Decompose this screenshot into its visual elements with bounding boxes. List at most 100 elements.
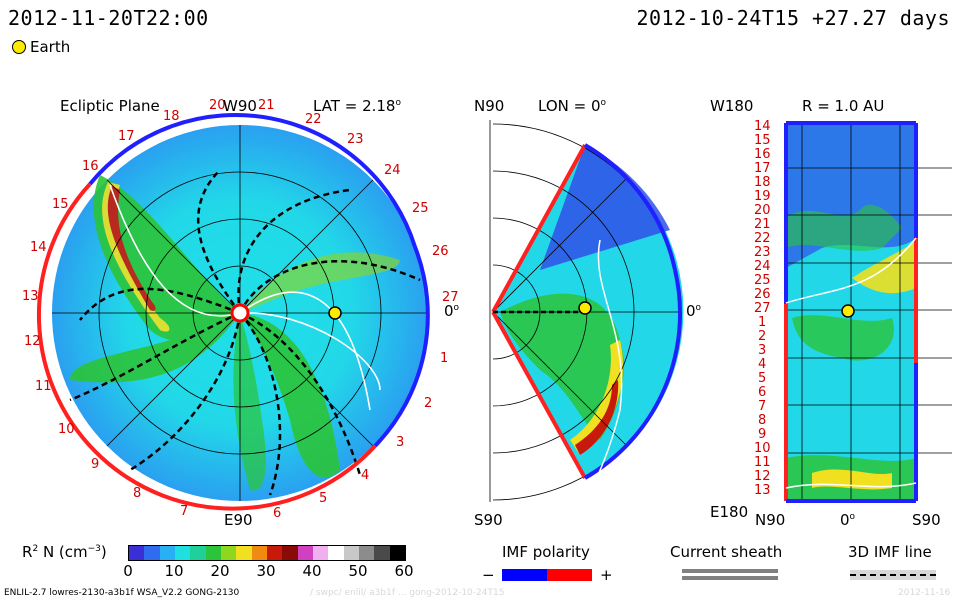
svg-text:25: 25 <box>754 273 771 288</box>
ecliptic-bottom-label: E90 <box>224 511 253 529</box>
colorbar-segment <box>205 546 221 560</box>
svg-text:7: 7 <box>180 504 188 519</box>
colorbar-segment <box>358 546 375 560</box>
radial-x-label-s90: S90 <box>912 511 941 529</box>
svg-text:14: 14 <box>30 240 47 255</box>
svg-text:18: 18 <box>754 175 771 190</box>
colorbar-segment <box>312 546 329 560</box>
svg-text:7: 7 <box>758 399 766 414</box>
svg-text:8: 8 <box>133 486 141 501</box>
colorbar-segment <box>220 546 237 560</box>
colorbar-segment <box>251 546 267 560</box>
colorbar-tick-label: 50 <box>348 562 368 580</box>
colorbar-segment <box>266 546 283 560</box>
radial-earth-icon <box>841 304 855 318</box>
svg-text:21: 21 <box>754 217 771 232</box>
svg-text:13: 13 <box>754 483 771 498</box>
svg-text:15: 15 <box>754 133 771 148</box>
imf-3d-line-swatch <box>850 574 936 576</box>
svg-text:6: 6 <box>273 506 281 521</box>
svg-text:15: 15 <box>52 197 69 212</box>
boundary-negative-polarity <box>88 113 417 248</box>
svg-text:1: 1 <box>758 315 766 330</box>
earth-marker-icon <box>12 40 26 54</box>
radial-bottom-left-label: E180 <box>710 503 749 521</box>
ecliptic-right-label: 0o <box>444 302 460 320</box>
colorbar-segment <box>174 546 191 560</box>
radial-y-labels: 14 15 16 17 18 19 20 21 22 23 24 25 26 2… <box>754 119 771 498</box>
imf-3d-line-title: 3D IMF line <box>848 543 932 561</box>
svg-text:18: 18 <box>163 109 180 124</box>
svg-text:24: 24 <box>384 163 401 178</box>
footer-left: ENLIL-2.7 lowres-2130-a3b1f WSA_V2.2 GON… <box>4 588 240 598</box>
footer-right: 2012-11-16 <box>898 588 951 598</box>
meridional-bottom-label: S90 <box>474 511 503 529</box>
colorbar-segment <box>159 546 175 560</box>
carrington-labels: 20 21 22 23 24 25 26 27 1 2 3 4 5 6 7 8 … <box>22 98 459 521</box>
svg-text:16: 16 <box>754 147 771 162</box>
earth-position-icon <box>328 306 342 320</box>
svg-text:22: 22 <box>305 112 322 127</box>
colorbar-tick-label: 10 <box>164 562 184 580</box>
svg-text:9: 9 <box>91 457 99 472</box>
svg-text:24: 24 <box>754 259 771 274</box>
ecliptic-lat-label: LAT = 2.18o <box>313 97 401 115</box>
svg-text:20: 20 <box>209 98 226 113</box>
ecliptic-title: Ecliptic Plane <box>60 97 160 115</box>
svg-text:5: 5 <box>758 371 766 386</box>
svg-text:5: 5 <box>319 491 327 506</box>
svg-text:16: 16 <box>82 159 99 174</box>
meridional-top-label: N90 <box>474 97 505 115</box>
svg-text:12: 12 <box>754 469 771 484</box>
svg-text:13: 13 <box>22 289 39 304</box>
svg-text:27: 27 <box>442 290 459 305</box>
svg-text:1: 1 <box>440 351 448 366</box>
meridional-earth-icon <box>578 301 592 315</box>
colorbar-segment <box>389 546 405 560</box>
ecliptic-top-label: W90 <box>223 97 257 115</box>
colorbar <box>128 545 406 561</box>
earth-legend-label: Earth <box>30 38 71 56</box>
colorbar-segment <box>343 546 359 560</box>
current-sheath-title: Current sheath <box>670 543 783 561</box>
imf-spiral-lines <box>69 169 421 496</box>
svg-text:10: 10 <box>754 441 771 456</box>
svg-text:23: 23 <box>754 245 771 260</box>
meridional-right-label: 0o <box>686 302 702 320</box>
svg-text:6: 6 <box>758 385 766 400</box>
colorbar-tick-label: 20 <box>210 562 230 580</box>
svg-text:19: 19 <box>754 189 771 204</box>
boundary-positive-polarity <box>37 182 377 511</box>
meridional-lon-label: LON = 0o <box>538 97 607 115</box>
svg-text:11: 11 <box>754 455 771 470</box>
imf-minus-label: − <box>482 566 495 584</box>
svg-text:2: 2 <box>758 329 766 344</box>
colorbar-ticks: 0 10 20 30 40 50 60 <box>123 562 413 580</box>
svg-text:3: 3 <box>396 435 404 450</box>
colorbar-tick-label: 30 <box>256 562 276 580</box>
colorbar-segment <box>282 546 298 560</box>
colorbar-segment <box>374 546 390 560</box>
ecliptic-density-arms <box>70 175 400 491</box>
svg-text:2: 2 <box>424 396 432 411</box>
svg-text:20: 20 <box>754 203 771 218</box>
colorbar-segment <box>129 546 145 560</box>
datetime-label: 2012-11-20T22:00 <box>8 6 209 30</box>
svg-text:23: 23 <box>347 132 364 147</box>
svg-text:14: 14 <box>754 119 771 134</box>
radial-x-label-n90: N90 <box>755 511 786 529</box>
current-sheath-swatch-1 <box>682 569 778 573</box>
imf-positive-swatch <box>547 569 592 581</box>
svg-text:12: 12 <box>24 334 41 349</box>
colorbar-segment <box>236 546 252 560</box>
ecliptic-plane-plot: 20 21 22 23 24 25 26 27 1 2 3 4 5 6 7 8 … <box>22 98 459 521</box>
colorbar-tick-label: 40 <box>302 562 322 580</box>
svg-text:11: 11 <box>35 379 52 394</box>
radial-title: R = 1.0 AU <box>802 97 885 115</box>
svg-text:17: 17 <box>118 129 135 144</box>
colorbar-segment <box>144 546 160 560</box>
radial-plot: 14 15 16 17 18 19 20 21 22 23 24 25 26 2… <box>754 119 952 503</box>
colorbar-tick-label: 0 <box>123 562 133 580</box>
svg-text:3: 3 <box>758 343 766 358</box>
svg-text:9: 9 <box>758 427 766 442</box>
